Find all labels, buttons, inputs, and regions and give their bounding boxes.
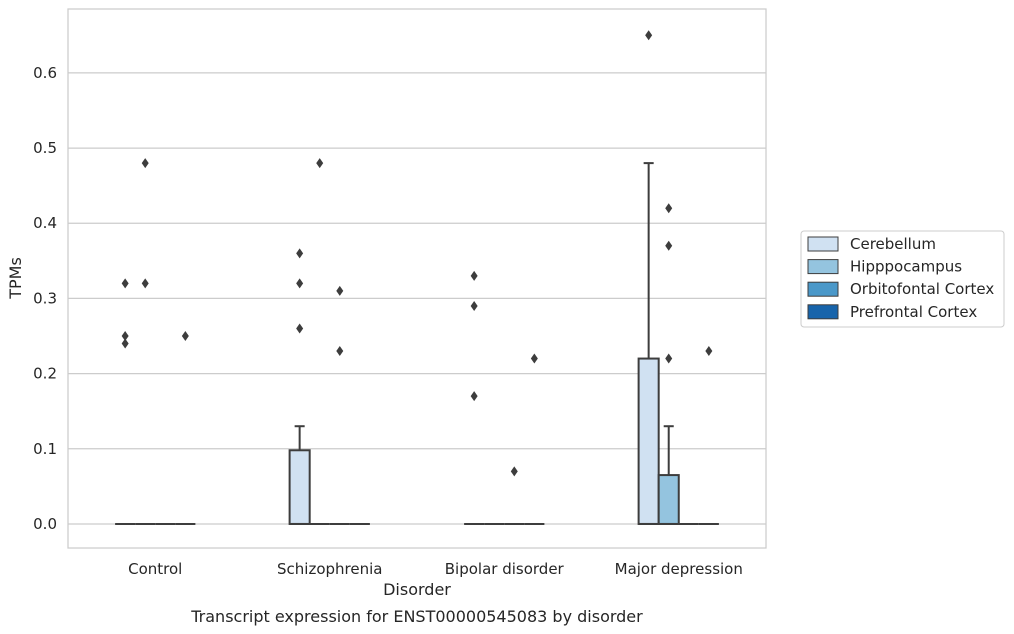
outlier-point <box>705 346 713 357</box>
y-tick-label: 0.4 <box>33 214 57 232</box>
outlier-point <box>121 331 129 342</box>
y-tick-label: 0.3 <box>33 289 57 307</box>
outlier-point <box>121 278 129 289</box>
y-tick-label: 0.6 <box>33 64 57 82</box>
outlier-point <box>296 278 304 289</box>
outlier-point <box>470 300 478 311</box>
legend-label: Prefrontal Cortex <box>850 303 977 321</box>
x-axis-title: Disorder <box>383 580 451 599</box>
outlier-point <box>141 158 149 169</box>
grid-lines <box>68 72 766 525</box>
outlier-point <box>510 466 518 477</box>
outlier-point <box>645 30 653 41</box>
legend-swatch <box>807 236 839 252</box>
box-body <box>657 474 680 525</box>
x-axis-ticks: Control Schizophrenia Bipolar disorder Majo… <box>128 560 743 578</box>
x-tick-label: Schizophrenia <box>277 560 382 578</box>
x-tick-label: Control <box>128 560 182 578</box>
legend-label: Hipppocampus <box>850 258 962 276</box>
legend-label: Cerebellum <box>850 235 936 253</box>
x-tick-label: Major depression <box>615 560 743 578</box>
legend: Cerebellum Hipppocampus Orbitofontal Corte… <box>800 230 1005 328</box>
outlier-point <box>121 338 129 349</box>
y-tick-label: 0.2 <box>33 365 57 383</box>
box-body <box>637 357 660 525</box>
outlier-point <box>181 331 189 342</box>
legend-swatch <box>807 259 839 275</box>
box-body <box>288 449 311 525</box>
box-hipppocampus <box>657 425 680 525</box>
outlier-point <box>665 203 673 214</box>
y-tick-label: 0.1 <box>33 440 57 458</box>
y-tick-label: 0.0 <box>33 515 57 533</box>
legend-swatch <box>807 281 839 297</box>
outlier-point <box>296 248 304 259</box>
outliers <box>121 30 713 477</box>
boxes <box>115 162 719 525</box>
y-tick-label: 0.5 <box>33 139 57 157</box>
outlier-point <box>336 346 344 357</box>
x-tick-label: Bipolar disorder <box>445 560 565 578</box>
outlier-point <box>530 353 538 364</box>
outlier-point <box>316 158 324 169</box>
outlier-point <box>665 240 673 251</box>
legend-swatch <box>807 304 839 320</box>
outlier-point <box>141 278 149 289</box>
outlier-point <box>336 285 344 296</box>
y-axis-title: TPMs <box>6 257 25 300</box>
legend-frame <box>800 230 1005 328</box>
outlier-point <box>470 391 478 402</box>
chart-caption: Transcript expression for ENST0000054508… <box>190 607 643 626</box>
outlier-point <box>665 353 673 364</box>
y-axis-ticks: 0.0 0.1 0.2 0.3 0.4 0.5 0.6 <box>33 64 57 533</box>
outlier-point <box>296 323 304 334</box>
outlier-point <box>470 270 478 281</box>
plot-area-frame <box>67 8 767 549</box>
legend-label: Orbitofontal Cortex <box>850 280 994 298</box>
box-cerebellum <box>637 162 660 525</box>
box-cerebellum <box>288 425 311 525</box>
